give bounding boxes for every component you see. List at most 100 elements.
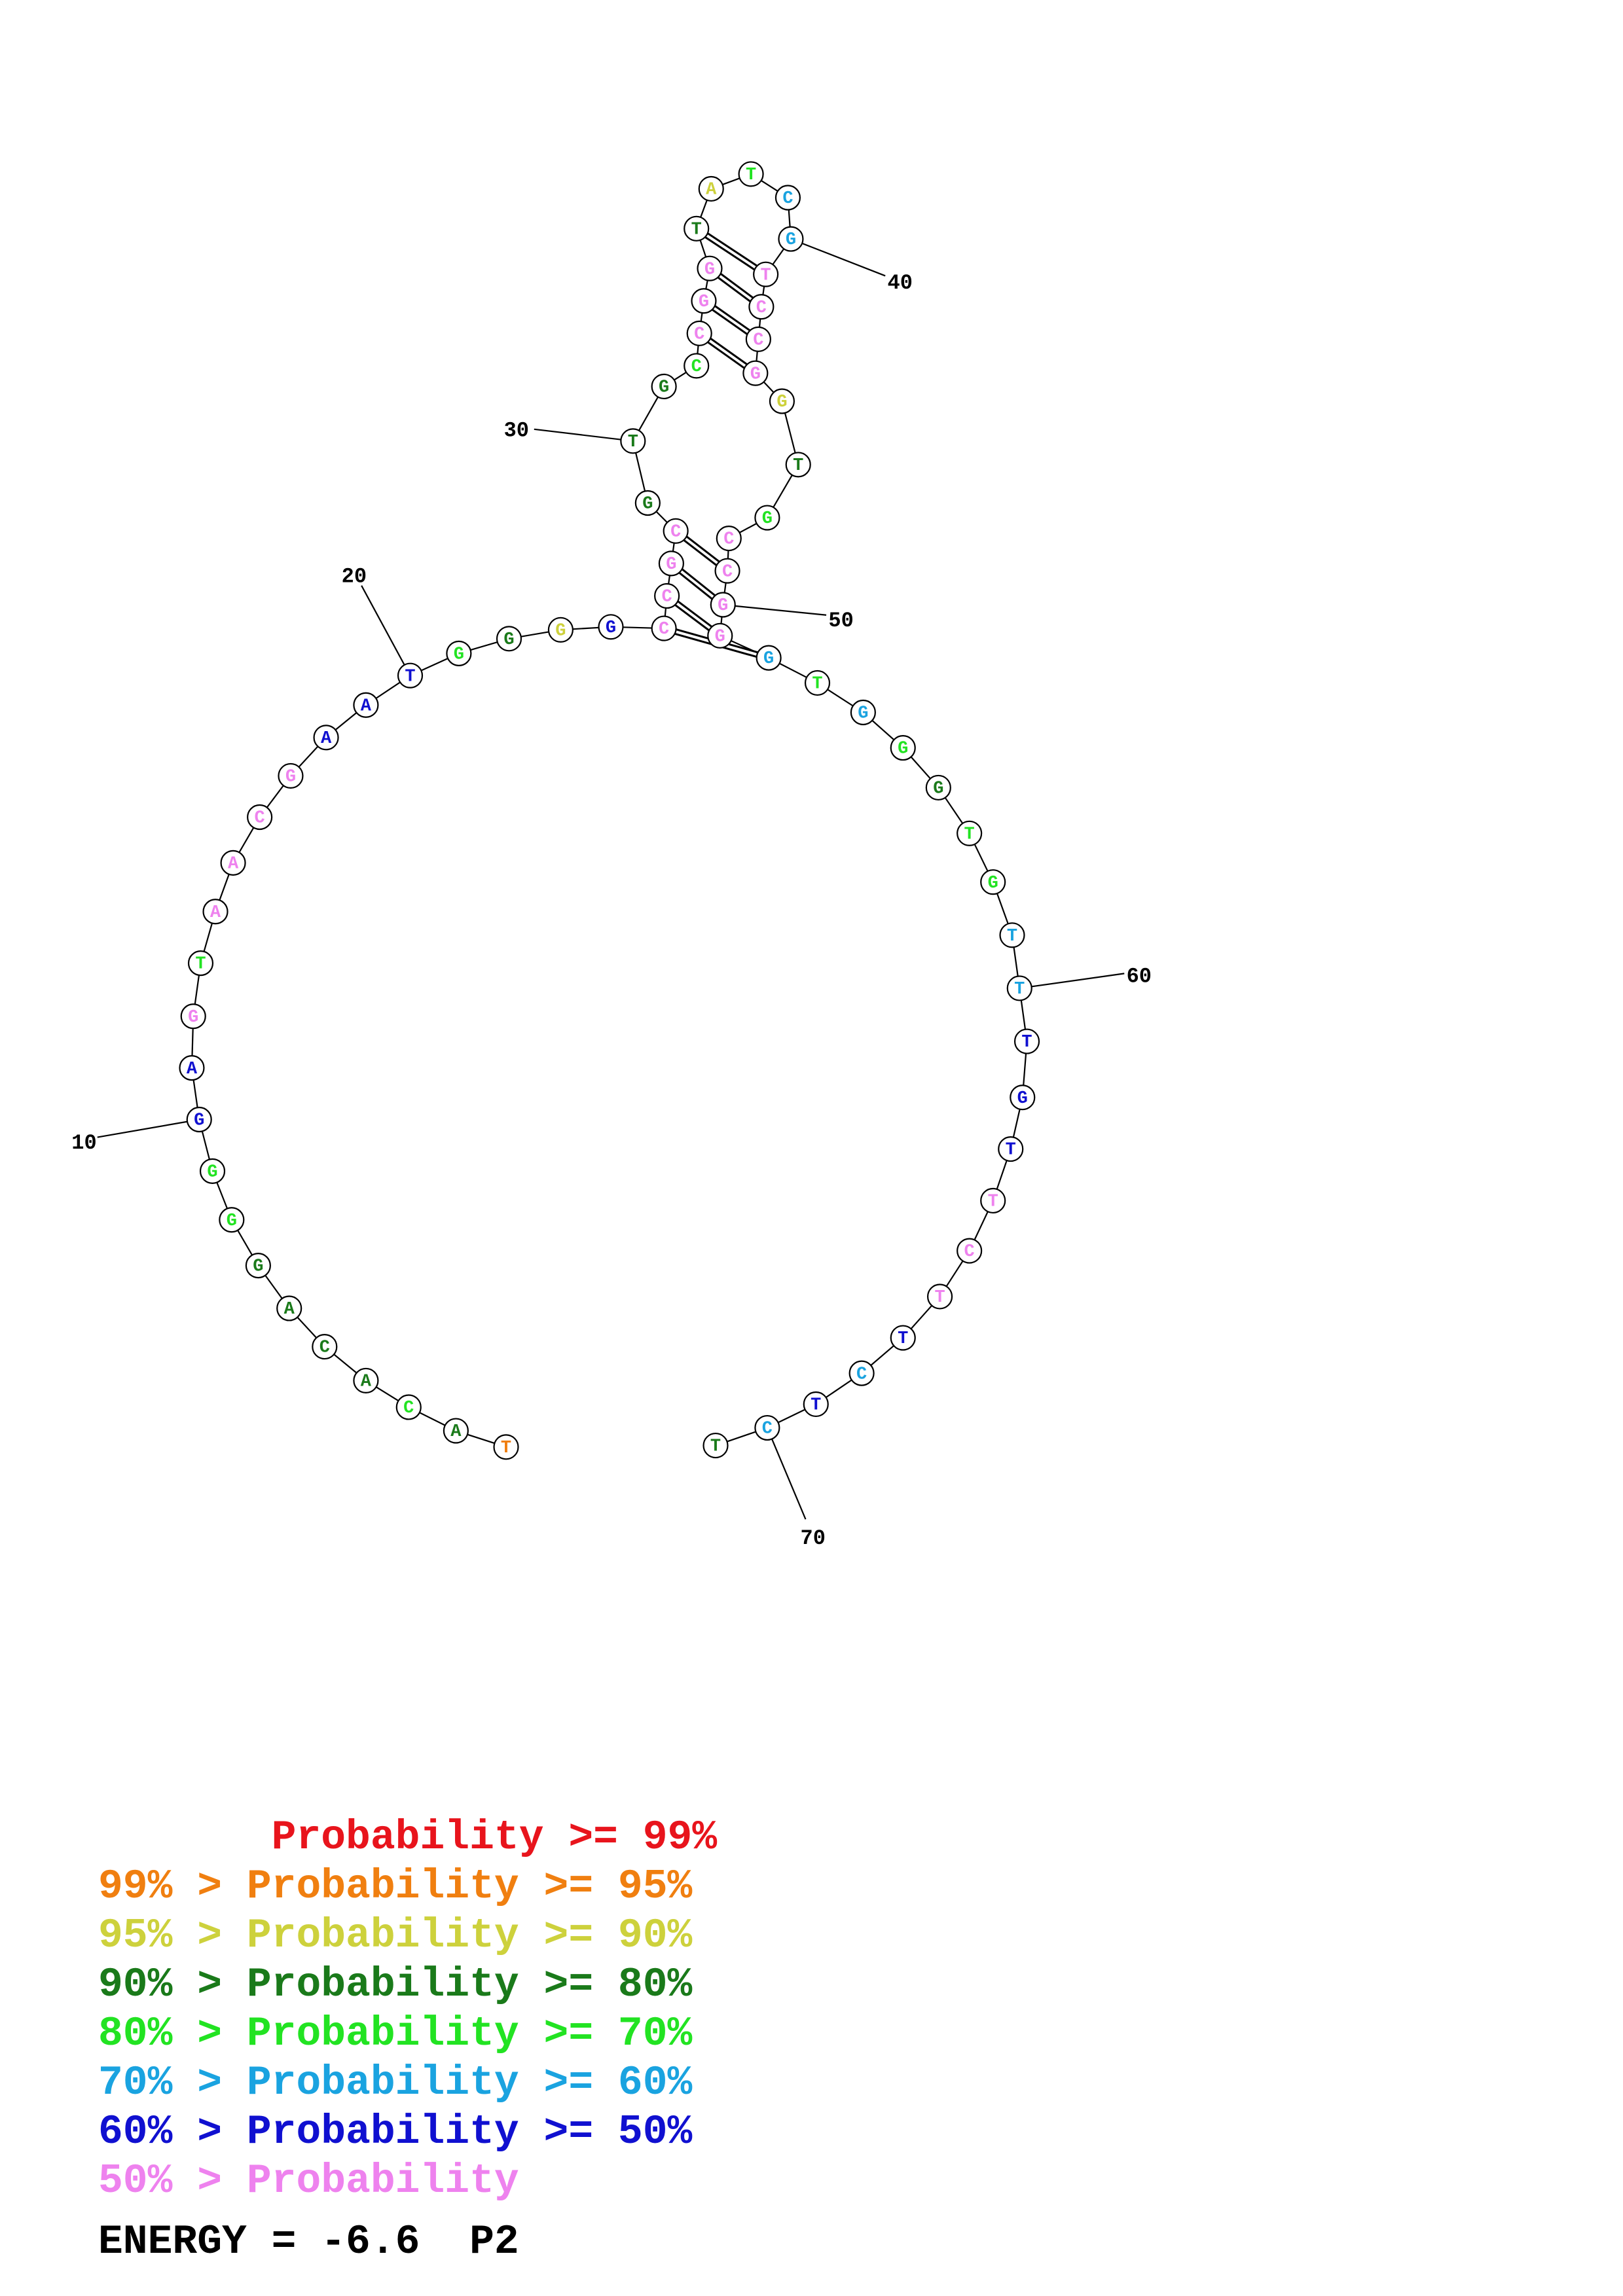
nucleotide-letter: C bbox=[762, 1420, 773, 1439]
nucleotide-circle bbox=[785, 452, 811, 478]
nucleotide-circle bbox=[999, 922, 1025, 948]
nucleotide-letter: T bbox=[1014, 980, 1025, 999]
nucleotide-circle bbox=[651, 373, 677, 400]
nucleotide-letter: A bbox=[706, 181, 717, 200]
nucleotide-circle bbox=[748, 294, 775, 320]
nucleotide-circle bbox=[714, 558, 740, 584]
nucleotide: C bbox=[745, 326, 771, 352]
nucleotide: C bbox=[775, 185, 801, 211]
legend-line-orange: 99% > Probability >= 95% bbox=[98, 1863, 693, 1910]
nucleotide-letter: T bbox=[501, 1439, 511, 1458]
nucleotide-letter: A bbox=[321, 729, 332, 749]
nucleotide-letter: G bbox=[194, 1111, 204, 1131]
nucleotide: T bbox=[926, 1283, 953, 1310]
nucleotide-letter: T bbox=[195, 955, 206, 975]
nucleotide-letter: T bbox=[1021, 1033, 1032, 1052]
nucleotide-letter: C bbox=[403, 1399, 414, 1418]
nucleotide: C bbox=[663, 518, 689, 544]
nucleotide-letter: G bbox=[776, 393, 787, 412]
nucleotide: T bbox=[890, 1325, 916, 1351]
legend-line-dark-green: 90% > Probability >= 80% bbox=[98, 1962, 693, 2008]
nucleotide-letter: G bbox=[718, 596, 728, 616]
nucleotide: A bbox=[179, 1055, 205, 1081]
nucleotide-letter: G bbox=[659, 378, 669, 398]
nucleotide-letter: C bbox=[319, 1338, 330, 1358]
position-number-label: 70 bbox=[801, 1526, 826, 1551]
nucleotide-circle bbox=[998, 1136, 1024, 1162]
nucleotide: G bbox=[850, 699, 876, 726]
legend-line-cyan: 70% > Probability >= 60% bbox=[98, 2060, 693, 2106]
nucleotide-circle bbox=[179, 1055, 205, 1081]
nucleotide: T bbox=[1006, 975, 1032, 1001]
nucleotide: G bbox=[1010, 1085, 1036, 1111]
nucleotide-letter: C bbox=[722, 562, 733, 582]
nucleotide-circle bbox=[663, 518, 689, 544]
nucleotide: C bbox=[848, 1360, 875, 1386]
nucleotide-circle bbox=[769, 388, 795, 414]
position-number-label: 20 bbox=[342, 565, 367, 589]
nucleotide: G bbox=[651, 373, 677, 400]
nucleotide-letter: T bbox=[1006, 1141, 1016, 1160]
nucleotide: T bbox=[1013, 1028, 1040, 1054]
nucleotide: A bbox=[313, 725, 339, 751]
position-tick-line bbox=[1019, 973, 1125, 990]
nucleotide-letter: T bbox=[746, 166, 756, 185]
nucleotide-circle bbox=[738, 161, 764, 187]
nucleotide-letter: G bbox=[699, 293, 709, 312]
nucleotide-circle bbox=[698, 175, 724, 202]
nucleotide: G bbox=[199, 1158, 226, 1184]
nucleotide-circle bbox=[890, 1325, 916, 1351]
nucleotide: G bbox=[219, 1207, 245, 1233]
nucleotide: T bbox=[702, 1432, 729, 1459]
nucleotide-letter: C bbox=[694, 325, 704, 344]
nucleotide-letter: T bbox=[812, 675, 822, 694]
nucleotide-circle bbox=[1006, 975, 1032, 1001]
nucleotide-circle bbox=[684, 353, 710, 379]
nucleotide-circle bbox=[598, 614, 624, 640]
nucleotide-circle bbox=[745, 326, 771, 352]
nucleotide: G bbox=[598, 614, 624, 640]
nucleotide: T bbox=[785, 452, 811, 478]
nucleotide: T bbox=[620, 428, 646, 454]
nucleotide-circle bbox=[778, 226, 804, 252]
position-number-label: 30 bbox=[504, 419, 529, 443]
nucleotide: C bbox=[684, 353, 710, 379]
nucleotide-letter: G bbox=[606, 619, 616, 638]
nucleotide-letter: G bbox=[1017, 1089, 1028, 1109]
legend-line-green: 80% > Probability >= 70% bbox=[98, 2011, 693, 2057]
nucleotide-circle bbox=[803, 1391, 829, 1418]
nucleotide-letter: C bbox=[691, 357, 702, 377]
nucleotide-circle bbox=[1013, 1028, 1040, 1054]
nucleotide-circle bbox=[686, 320, 712, 346]
nucleotide: T bbox=[738, 161, 764, 187]
nucleotide-letter: C bbox=[670, 522, 681, 542]
legend-line-blue: 60% > Probability >= 50% bbox=[98, 2109, 693, 2155]
nucleotide-letter: G bbox=[666, 555, 676, 575]
nucleotide-letter: T bbox=[898, 1329, 908, 1349]
nucleotide: C bbox=[716, 525, 742, 552]
nucleotide-letter: A bbox=[361, 1372, 372, 1392]
nucleotide: G bbox=[278, 762, 304, 789]
nucleotide: G bbox=[697, 255, 723, 281]
nucleotide: G bbox=[658, 550, 684, 577]
nucleotide: T bbox=[753, 261, 779, 287]
position-number-label: 60 bbox=[1127, 964, 1152, 988]
nucleotide-circle bbox=[980, 869, 1006, 895]
nucleotide-circle bbox=[312, 1333, 338, 1360]
nucleotide-letter: A bbox=[284, 1300, 295, 1319]
nucleotide-letter: T bbox=[793, 456, 803, 476]
nucleotide-letter: T bbox=[1007, 927, 1017, 946]
nucleotide-letter: C bbox=[255, 809, 265, 829]
position-tick-line bbox=[790, 238, 886, 277]
nucleotide-circle bbox=[848, 1360, 875, 1386]
nucleotide: G bbox=[769, 388, 795, 414]
position-number-label: 50 bbox=[828, 609, 853, 633]
nucleotide-circle bbox=[804, 670, 831, 696]
nucleotide: G bbox=[980, 869, 1006, 895]
legend-line-pink: 50% > Probability bbox=[98, 2158, 519, 2204]
nucleotide: C bbox=[748, 294, 775, 320]
nucleotide-circle bbox=[890, 735, 916, 761]
nucleotide-circle bbox=[716, 525, 742, 552]
